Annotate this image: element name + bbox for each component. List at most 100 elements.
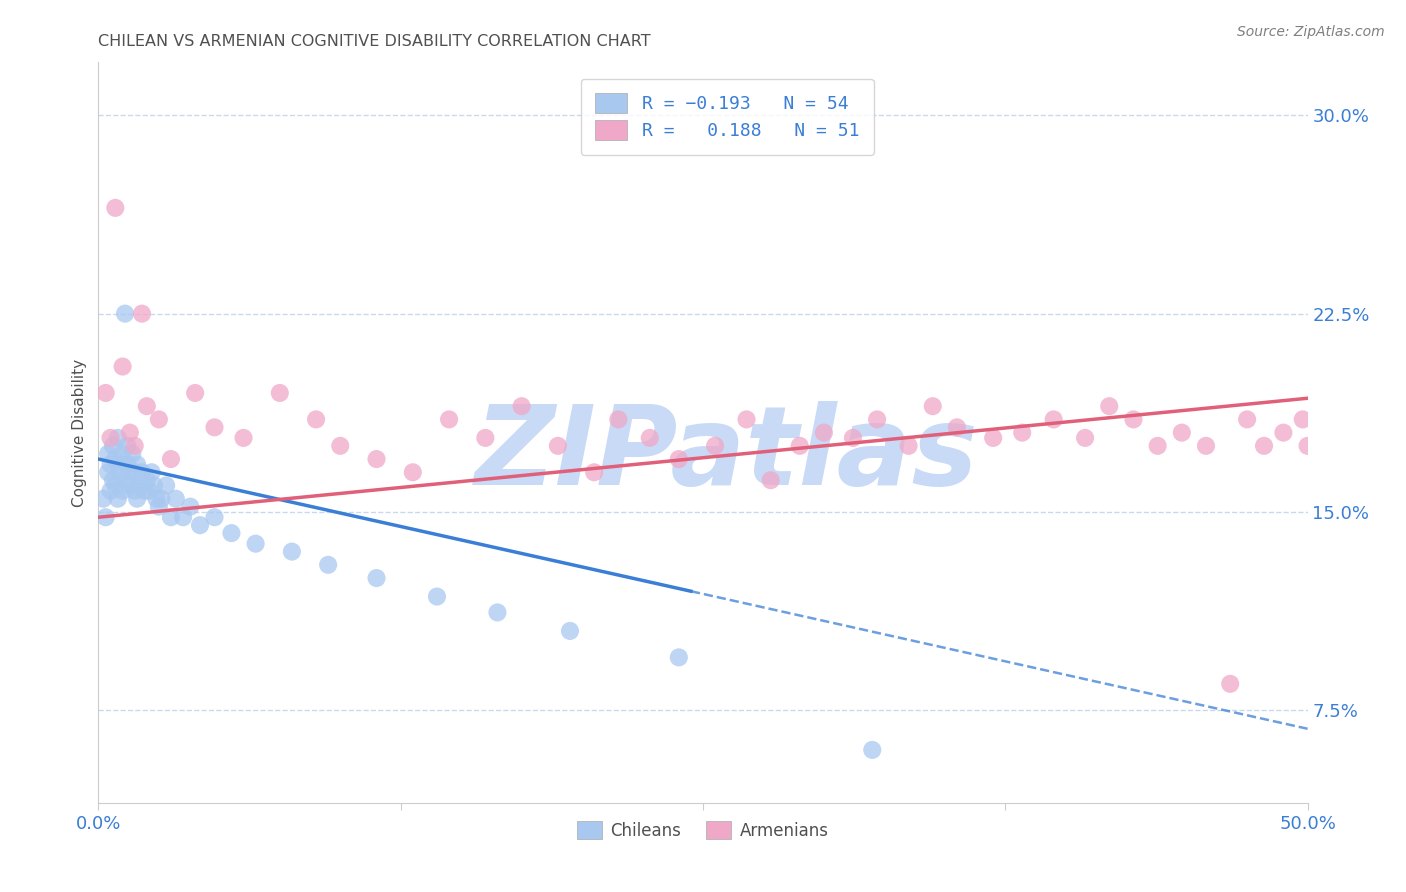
Text: CHILEAN VS ARMENIAN COGNITIVE DISABILITY CORRELATION CHART: CHILEAN VS ARMENIAN COGNITIVE DISABILITY… [98,34,651,49]
Point [860,743,883,757]
Point [1074,431,1097,445]
Point [204,420,226,434]
Y-axis label: Cognitive Disability: Cognitive Disability [72,359,87,507]
Point [108,465,131,479]
Point [269,386,291,401]
Point [100,483,122,498]
Point [245,536,267,550]
Point [638,431,661,445]
Point [118,478,141,492]
Point [134,483,156,498]
Point [127,491,149,506]
Point [104,452,127,467]
Point [97,465,120,479]
Point [1122,412,1144,426]
Point [842,431,865,445]
Legend: Chileans, Armenians: Chileans, Armenians [571,814,835,847]
Point [704,439,727,453]
Point [1236,412,1258,426]
Point [789,439,811,453]
Point [107,431,129,445]
Point [114,473,136,487]
Point [117,458,139,472]
Point [366,571,388,585]
Point [1098,399,1121,413]
Point [127,458,149,472]
Point [121,447,143,461]
Point [155,478,177,492]
Point [946,420,969,434]
Point [510,399,533,413]
Point [91,491,114,506]
Point [329,439,352,453]
Point [131,465,153,479]
Point [474,431,496,445]
Point [108,458,131,472]
Point [160,510,183,524]
Point [668,650,690,665]
Point [128,478,150,492]
Point [111,359,134,374]
Point [402,465,425,479]
Point [124,483,146,498]
Point [1292,412,1315,426]
Point [188,518,211,533]
Point [866,412,889,426]
Point [316,558,339,572]
Point [897,439,920,453]
Point [221,526,243,541]
Point [668,452,690,467]
Point [100,431,122,445]
Point [1272,425,1295,440]
Point [111,483,134,498]
Point [204,510,226,524]
Point [101,439,124,453]
Point [184,386,207,401]
Point [104,201,127,215]
Point [437,412,460,426]
Point [118,425,141,440]
Point [558,624,581,638]
Point [143,478,166,492]
Point [145,491,167,506]
Point [141,465,163,479]
Point [1195,439,1218,453]
Point [101,473,124,487]
Point [281,544,304,558]
Text: ZIPatlas: ZIPatlas [475,401,979,508]
Point [124,439,146,453]
Point [1171,425,1194,440]
Point [1042,412,1064,426]
Point [735,412,758,426]
Point [131,307,153,321]
Point [813,425,835,440]
Text: Source: ZipAtlas.com: Source: ZipAtlas.com [1237,25,1385,39]
Point [583,465,606,479]
Point [94,510,117,524]
Point [1296,439,1319,453]
Point [607,412,630,426]
Point [486,606,509,620]
Point [138,483,160,498]
Point [759,473,782,487]
Point [547,439,569,453]
Point [179,500,201,514]
Point [135,399,157,413]
Point [921,399,943,413]
Point [1219,677,1241,691]
Point [160,452,183,467]
Point [981,431,1004,445]
Point [1011,425,1033,440]
Point [1253,439,1275,453]
Point [172,510,194,524]
Point [305,412,328,426]
Point [426,590,449,604]
Point [111,447,134,461]
Point [100,458,122,472]
Point [148,412,170,426]
Point [232,431,254,445]
Point [97,447,120,461]
Point [94,386,117,401]
Point [124,465,146,479]
Point [114,307,136,321]
